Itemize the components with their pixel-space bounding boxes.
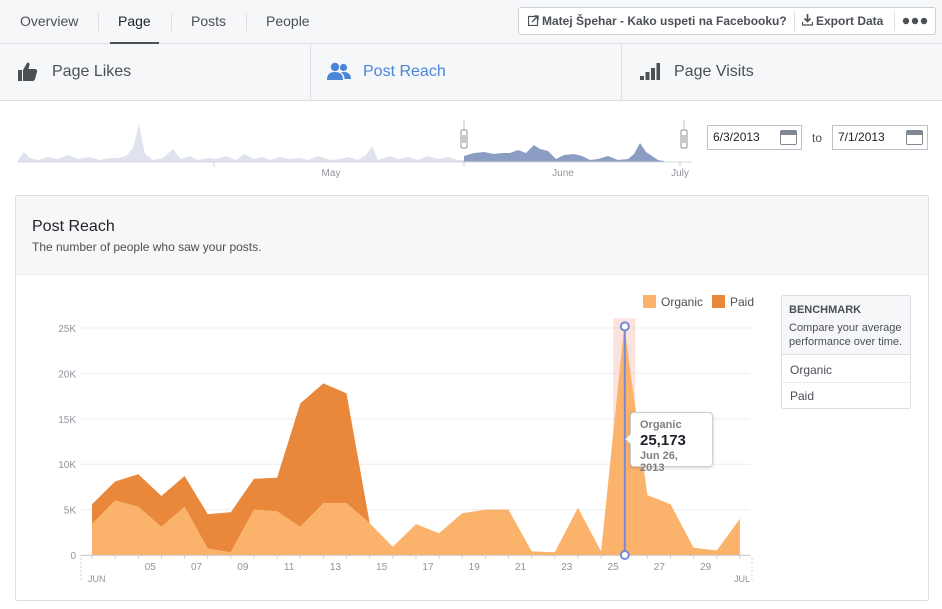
legend-organic[interactable]: Organic — [643, 295, 703, 309]
x-tick-label: 23 — [561, 562, 573, 573]
y-tick-label: 15K — [58, 415, 76, 426]
tooltip-value: 25,173 — [640, 432, 686, 449]
benchmark-description: Compare your average performance over ti… — [789, 322, 903, 348]
tab-people[interactable]: People — [266, 13, 310, 29]
x-tick-label: 29 — [700, 562, 712, 573]
x-tick-label: 15 — [376, 562, 388, 573]
external-link-icon — [527, 15, 539, 27]
x-edge-label-start: JUN — [88, 574, 106, 584]
thumbs-up-icon — [18, 62, 38, 81]
crosshair-point — [619, 321, 630, 332]
x-tick-label: 09 — [237, 562, 249, 573]
tab-divider — [171, 13, 172, 31]
metric-label-page-likes: Page Likes — [52, 63, 132, 80]
x-tick-label: 11 — [284, 562, 295, 573]
more-options-button[interactable] — [902, 8, 932, 34]
organic-series-area — [92, 326, 740, 555]
start-date-input[interactable]: 6/3/2013 — [707, 125, 802, 150]
timeline-label-july: July — [671, 168, 689, 179]
x-tick-label: 05 — [145, 562, 157, 573]
button-divider — [894, 11, 895, 31]
tab-divider — [98, 13, 99, 31]
tooltip-date: Jun 26, 2013 — [640, 450, 678, 474]
page-link-button[interactable]: Matej Špehar - Kako uspeti na Facebooku? — [527, 8, 787, 34]
people-icon — [327, 62, 351, 80]
tab-page[interactable]: Page — [110, 0, 159, 44]
benchmark-panel: BENCHMARK Compare your average performan… — [781, 295, 911, 409]
chart-tooltip: Organic 25,173 Jun 26, 2013 — [625, 412, 713, 474]
y-tick-label: 25K — [58, 324, 76, 335]
button-divider — [794, 11, 795, 31]
end-date-input[interactable]: 7/1/2013 — [832, 125, 928, 150]
page-link-label: Matej Špehar - Kako uspeti na Facebooku? — [542, 14, 787, 28]
benchmark-option-paid[interactable]: Paid — [790, 389, 815, 403]
start-date-value: 6/3/2013 — [713, 130, 760, 144]
y-tick-label: 20K — [58, 369, 76, 380]
crosshair-base-point — [619, 550, 630, 560]
export-data-button[interactable]: Export Data — [801, 8, 884, 34]
timeline-selector[interactable]: May June July — [18, 116, 692, 182]
timeline-overview-chart: May June July — [18, 120, 692, 179]
x-tick-label: 27 — [654, 562, 666, 573]
export-data-label: Export Data — [816, 14, 884, 28]
timeline-label-may: May — [322, 168, 341, 179]
x-tick-label: 13 — [330, 562, 342, 573]
metric-label-page-visits: Page Visits — [674, 63, 754, 80]
download-icon — [801, 14, 814, 26]
x-tick-label: 17 — [422, 562, 434, 573]
metric-label-post-reach: Post Reach — [363, 63, 446, 80]
x-edge-label-end: JUL — [734, 574, 750, 584]
x-tick-label: 25 — [608, 562, 620, 573]
legend-organic-swatch — [643, 295, 656, 308]
timeline-label-june: June — [552, 168, 574, 179]
x-tick-label: 21 — [515, 562, 527, 573]
tab-posts[interactable]: Posts — [191, 13, 227, 29]
metric-divider — [621, 44, 622, 100]
card-title: Post Reach — [32, 218, 115, 235]
card-header: Post Reach The number of people who saw … — [16, 196, 928, 275]
x-tick-label: 19 — [469, 562, 481, 573]
tab-divider — [246, 13, 247, 31]
legend-organic-label: Organic — [661, 295, 704, 309]
legend-paid-swatch — [712, 295, 725, 308]
calendar-icon[interactable] — [906, 130, 923, 145]
calendar-icon[interactable] — [780, 130, 797, 145]
tab-overview[interactable]: Overview — [20, 13, 79, 29]
metric-tab-post-reach[interactable]: Post Reach — [311, 44, 622, 100]
benchmark-header: BENCHMARK Compare your average performan… — [782, 296, 910, 355]
metric-tab-page-likes[interactable]: Page Likes — [0, 44, 311, 100]
end-date-value: 7/1/2013 — [838, 130, 885, 144]
metric-tabs: Page Likes Post Reach Page Visits — [0, 44, 942, 101]
tooltip-series: Organic — [640, 419, 682, 431]
y-tick-label: 10K — [58, 460, 76, 471]
metric-divider — [310, 44, 311, 100]
benchmark-option-organic[interactable]: Organic — [782, 357, 910, 383]
card-subtitle: The number of people who saw your posts. — [32, 240, 262, 254]
y-tick-label: 5K — [64, 506, 77, 517]
date-range-to-label: to — [812, 131, 823, 145]
metric-tab-page-visits[interactable]: Page Visits — [622, 44, 942, 100]
top-nav: Overview Page Posts People Matej Špehar … — [0, 0, 942, 44]
bar-chart-icon — [640, 63, 660, 80]
y-tick-label: 0 — [70, 551, 76, 562]
paid-series-area — [92, 326, 740, 553]
legend-paid-label: Paid — [730, 295, 755, 309]
legend-paid[interactable]: Paid — [712, 295, 754, 309]
benchmark-title: BENCHMARK — [789, 304, 862, 316]
header-button-group: Matej Špehar - Kako uspeti na Facebooku?… — [518, 7, 936, 35]
x-tick-label: 07 — [191, 562, 203, 573]
ellipsis-icon — [902, 17, 928, 25]
